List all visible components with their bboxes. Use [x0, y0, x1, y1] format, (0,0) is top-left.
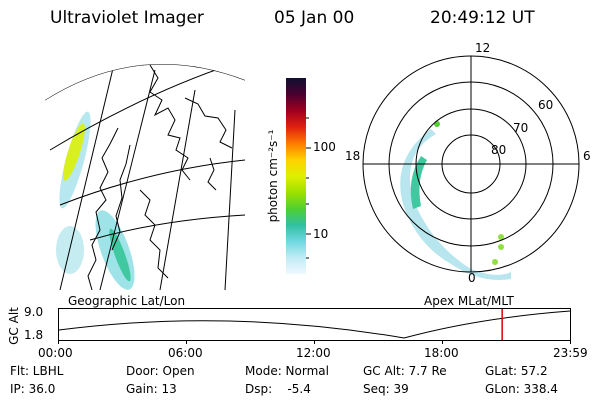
color-scale-ticks	[306, 117, 311, 259]
aurora-band-lower-core	[109, 228, 131, 282]
gc-alt-readout: GC Alt: 7.7 Re	[363, 364, 447, 378]
polar-aurora-spot-4	[492, 259, 498, 265]
seq-readout: Seq: 39	[363, 382, 409, 396]
gain-readout: Gain: 13	[126, 382, 177, 396]
mlt-label-18: 18	[345, 149, 360, 163]
geo-panel-label: Geographic Lat/Lon	[68, 294, 186, 308]
filter-readout: Flt: LBHL	[10, 364, 64, 378]
mlt-label-0: 0	[468, 271, 476, 285]
mlt-label-6: 6	[583, 149, 591, 163]
gc-alt-tick-low: 1.8	[24, 328, 44, 342]
gc-alt-trace	[58, 310, 571, 339]
date-label: 05 Jan 00	[274, 8, 355, 28]
gc-alt-axis-label: GC Alt	[7, 307, 21, 345]
time-tick-1800: 18:00	[424, 346, 459, 360]
time-label: 20:49:12 UT	[430, 8, 535, 28]
polar-aurora-spot-2	[498, 244, 504, 250]
polar-panel-label: Apex MLat/MLT	[424, 294, 514, 308]
gc-alt-tick-high: 9.0	[24, 305, 44, 319]
mlat-label-70: 70	[513, 121, 528, 135]
mlat-label-60: 60	[538, 98, 553, 112]
gc-alt-plot	[58, 308, 571, 344]
geographic-map	[45, 64, 245, 290]
time-tick-0000: 00:00	[38, 346, 73, 360]
ip-readout: IP: 36.0	[10, 382, 56, 396]
glon-readout: GLon: 338.4	[485, 382, 558, 396]
color-scale-bar	[286, 78, 306, 274]
mode-readout: Mode: Normal	[245, 364, 329, 378]
colorbar-tick-10: 10	[313, 227, 329, 241]
glat-readout: GLat: 57.2	[485, 364, 548, 378]
colorbar-unit-label: photon cm⁻²s⁻¹	[266, 129, 280, 223]
mlt-label-12: 12	[475, 42, 490, 55]
door-readout: Door: Open	[126, 364, 195, 378]
instrument-title: Ultraviolet Imager	[50, 8, 204, 28]
polar-plot: 12 18 6 0 60 70 80	[345, 42, 591, 285]
aurora-band-upper-core	[63, 123, 85, 181]
dsp-readout: Dsp: -5.4	[245, 382, 311, 396]
time-tick-2359: 23:59	[553, 346, 588, 360]
time-tick-1200: 12:00	[296, 346, 331, 360]
polar-aurora-spot-3	[498, 234, 504, 240]
coastlines	[87, 64, 233, 290]
time-tick-0600: 06:00	[168, 346, 203, 360]
colorbar-tick-100: 100	[313, 140, 336, 154]
mlat-label-80: 80	[491, 143, 506, 157]
polar-aurora-oval	[400, 129, 511, 280]
